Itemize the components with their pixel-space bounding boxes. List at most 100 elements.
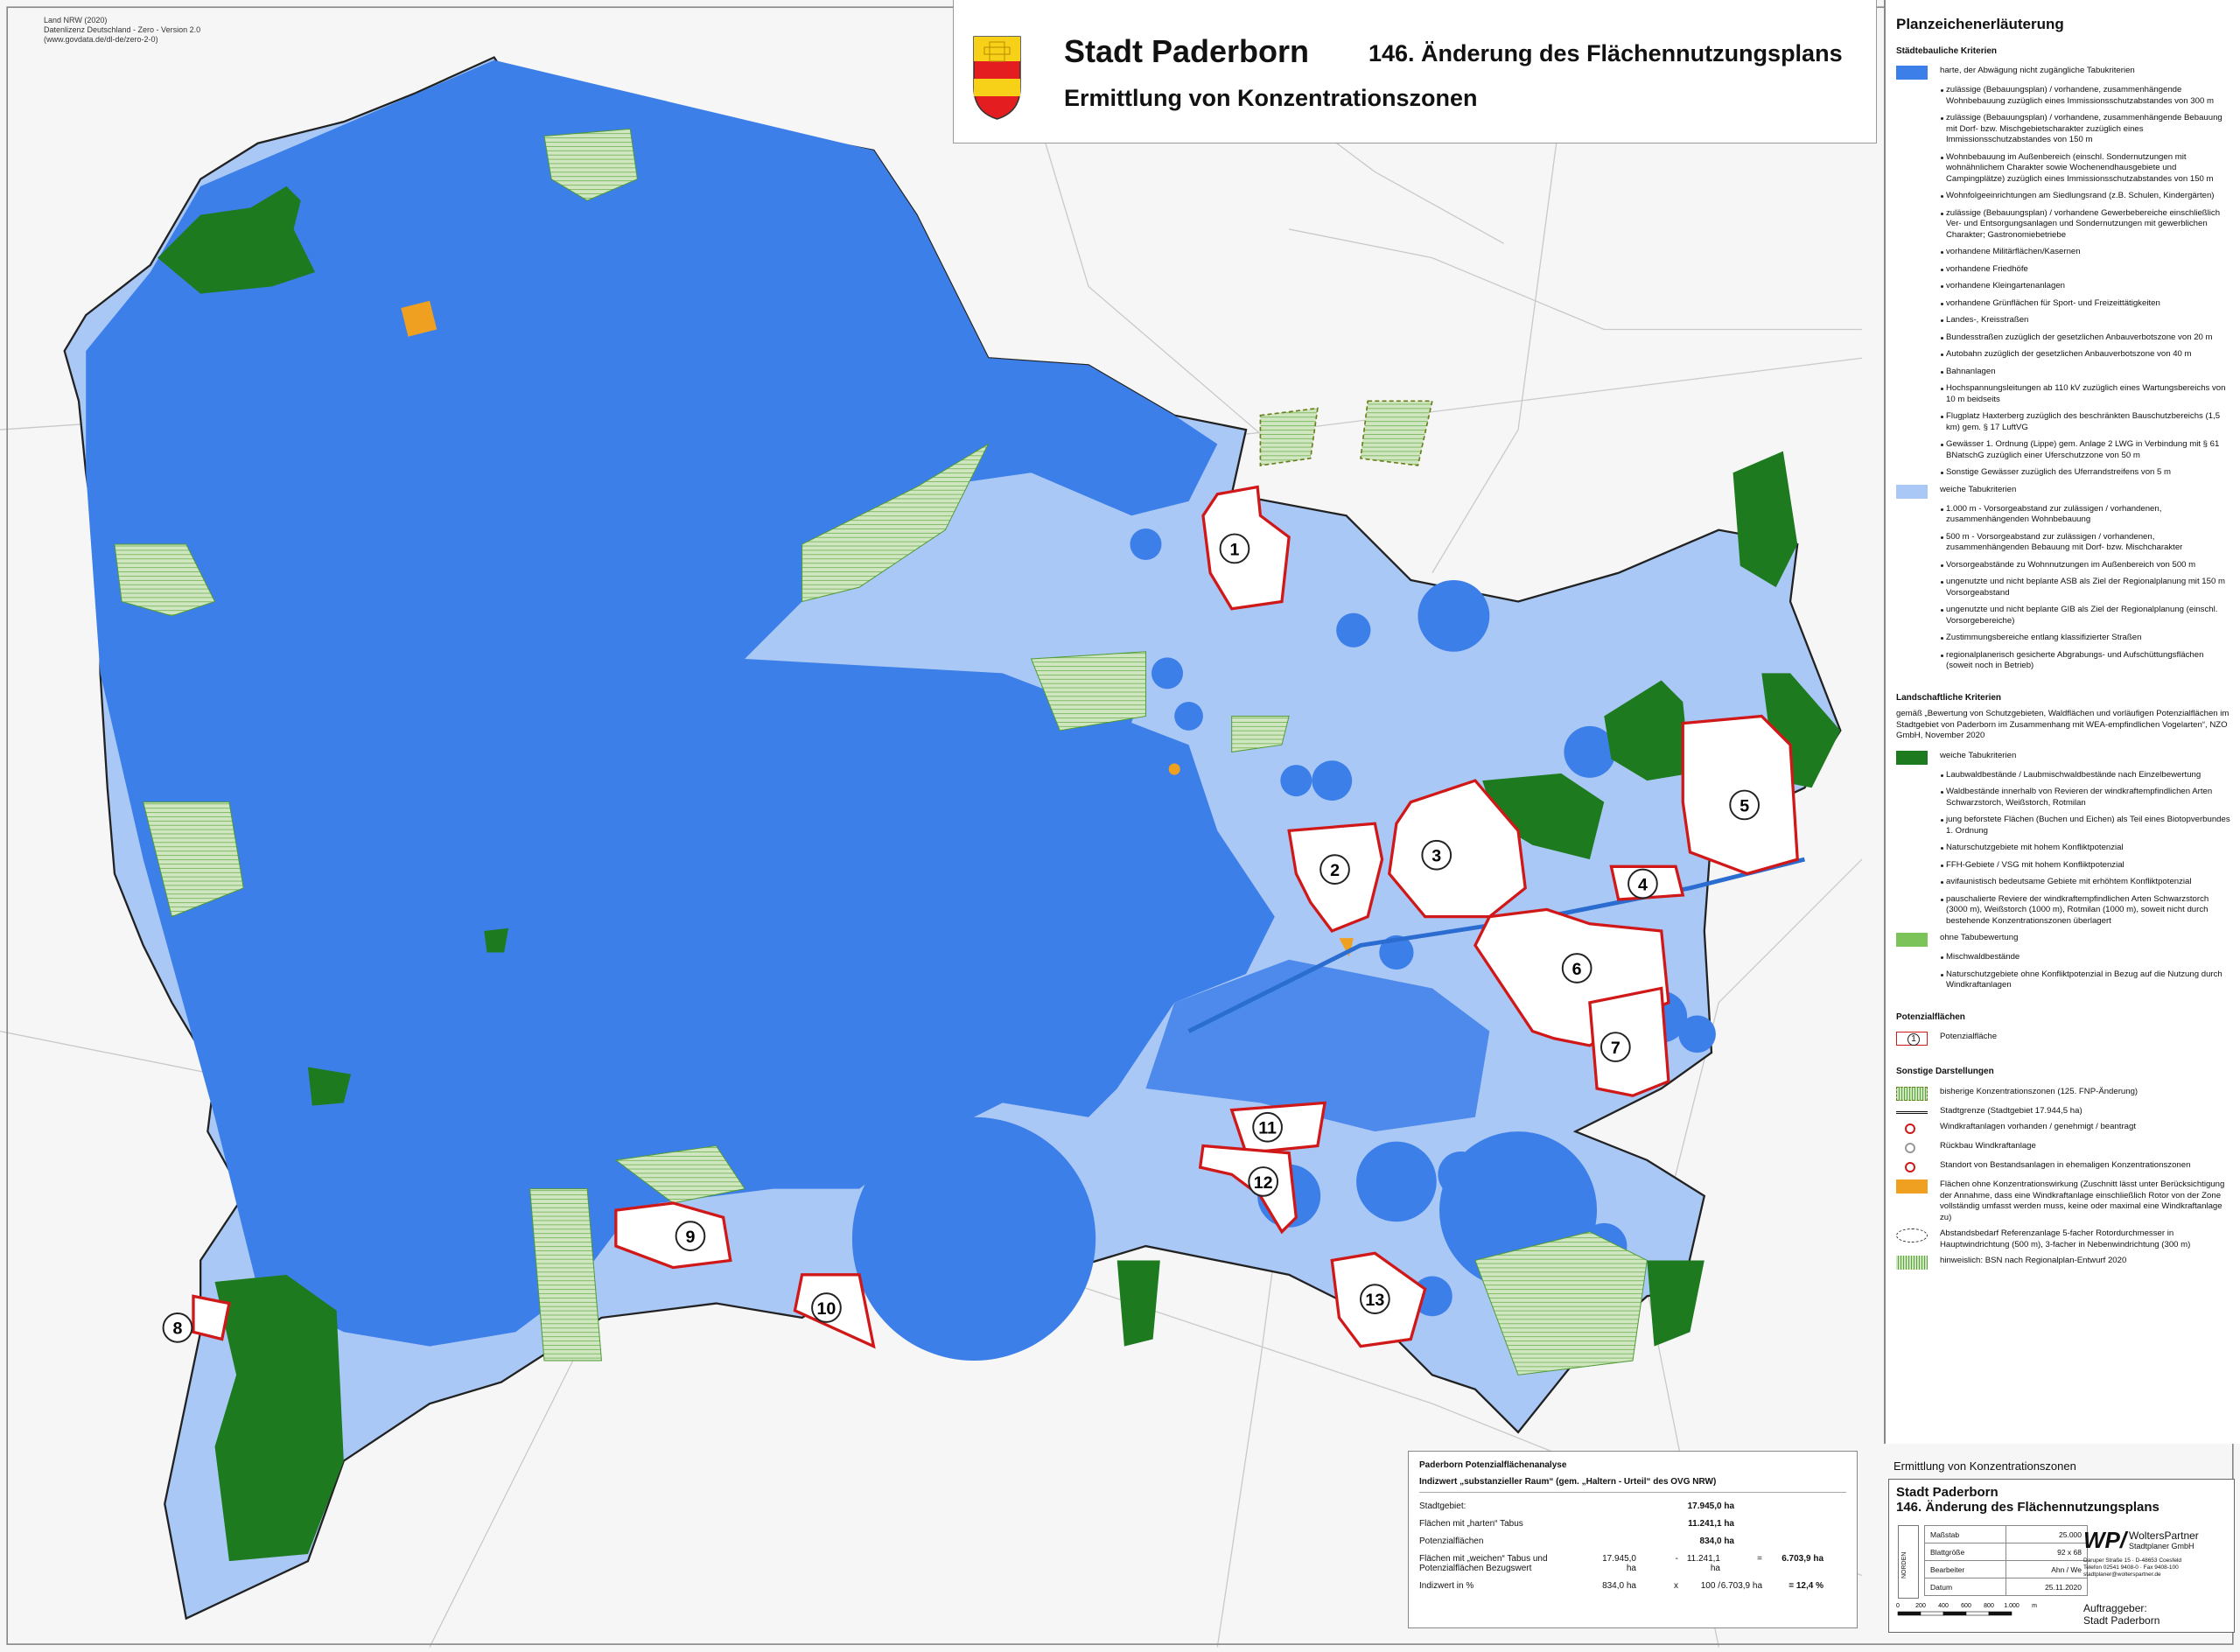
contractor-label: Auftraggeber: — [2083, 1602, 2147, 1614]
zone-label: 5 — [1740, 796, 1749, 816]
map-subtitle: Ermittlung von Konzentrationszonen — [1064, 85, 1478, 111]
analysis-row: Potenzialflächen 834,0 ha — [1419, 1536, 1846, 1546]
header: Stadt Paderborn 146. Änderung des Flächen… — [953, 0, 1877, 144]
plan-title: 146. Änderung des Flächennutzungsplans — [1368, 40, 1843, 66]
address-line: stadtplaner@wolterspartner.de — [2083, 1572, 2161, 1578]
bsn-hatch-area — [114, 128, 1648, 1376]
legend-label: harte, der Abwägung nicht zugängliche Ta… — [1940, 66, 2135, 75]
legend-item: Standort von Bestandsanlagen in ehemalig… — [1896, 1160, 2231, 1174]
legend-swatch — [1896, 66, 1928, 80]
firm: WP/WoltersPartner Stadtplaner GmbH Daruper… — [2083, 1527, 2232, 1578]
legend-swatch — [1896, 1141, 1928, 1155]
analysis-cell: x — [1674, 1581, 1678, 1591]
zone-label: 9 — [685, 1228, 695, 1247]
legend-title: Planzeichenerläuterung — [1896, 16, 2064, 32]
legend-item: Rückbau Windkraftanlage — [1896, 1141, 2231, 1155]
legend-label: Abstandsbedarf Referenzanlage 5-facher R… — [1940, 1228, 2191, 1250]
legend-label: weiche Tabukriterien — [1940, 484, 2017, 494]
meta-row: Maßstab 25.000 — [1924, 1525, 2088, 1544]
legend-bullet: Hochspannungsleitungen ab 110 kV zuzügli… — [1896, 383, 2231, 405]
legend-bullet: vorhandene Kleingartenanlagen — [1896, 281, 2231, 292]
meta-cell: Datum — [1924, 1578, 2006, 1596]
scale-segment — [1942, 1611, 1967, 1616]
analysis-subtitle: Indizwert „substanzieller Raum“ (gem. „H… — [1419, 1477, 1846, 1493]
analysis-cell: 834,0 ha — [1699, 1536, 1734, 1546]
legend-swatch — [1896, 1086, 1928, 1101]
legend-item: harte, der Abwägung nicht zugängliche Ta… — [1896, 66, 2231, 80]
legend-bullet: Bahnanlagen — [1896, 367, 2231, 378]
zone-label: 12 — [1254, 1173, 1273, 1193]
legend-bullet: ungenutzte und nicht beplante ASB als Zi… — [1896, 577, 2231, 598]
legend-bullet: Zustimmungsbereiche entlang klassifizier… — [1896, 633, 2231, 644]
legend-bullet: Wohnbebauung im Außenbereich (einschl. S… — [1896, 152, 2231, 186]
firm-address: Daruper Straße 15 · D-48653 Coesfeld Tele… — [2083, 1558, 2232, 1578]
analysis-cell: 100 / — [1700, 1581, 1720, 1591]
legend-bullet: Naturschutzgebiete ohne Konfliktpotenzia… — [1896, 970, 2231, 991]
legend-item: weiche Tabukriterien — [1896, 484, 2231, 499]
analysis-title: Paderborn Potenzialflächenanalyse — [1419, 1460, 1567, 1470]
legend-intro: gemäß „Bewertung von Schutzgebieten, Wal… — [1896, 709, 2230, 740]
client: Stadt Paderborn — [1896, 1485, 1998, 1500]
legend-item: Windkraftanlagen vorhanden / genehmigt /… — [1896, 1122, 2231, 1136]
legend-bullet: Naturschutzgebiete mit hohem Konfliktpot… — [1896, 843, 2231, 854]
legend-item: hinweislich: BSN nach Regionalplan-Entwu… — [1896, 1256, 2231, 1270]
forest-soft-taboo-area — [158, 186, 1841, 1562]
firm-name: WoltersPartner — [2129, 1530, 2199, 1542]
scale-segment — [1965, 1611, 1990, 1616]
scale-segment — [1920, 1611, 1944, 1616]
scale-label: 600 — [1961, 1603, 1971, 1609]
legend-bullet: vorhandene Friedhöfe — [1896, 264, 2231, 276]
analysis-table: Paderborn Potenzialflächenanalyse Indizwe… — [1408, 1451, 1858, 1628]
zone-marker — [1252, 1111, 1283, 1143]
contractor: Auftraggeber: Stadt Paderborn — [2083, 1602, 2160, 1627]
old-concentration-zones — [1259, 400, 1433, 466]
legend-item: 1 Potenzialfläche — [1896, 1032, 2231, 1046]
legend-bullet: pauschalierte Reviere der windkraftempfi… — [1896, 894, 2231, 928]
legend-swatch — [1896, 484, 1928, 499]
legend-bullet: regionalplanerisch gesicherte Abgrabungs… — [1896, 650, 2231, 672]
legend-swatch — [1896, 1180, 1928, 1194]
firm-logo: WP/ — [2083, 1527, 2127, 1553]
legend-heading: Städtebauliche Kriterien — [1896, 46, 1998, 56]
legend-bullet: Mischwaldbestände — [1896, 952, 2231, 963]
zone-marker — [811, 1292, 842, 1323]
legend-swatch — [1896, 1256, 1928, 1270]
legend-swatch: 1 — [1896, 1032, 1928, 1046]
legend-bullet: Landes-, Kreisstraßen — [1896, 315, 2231, 326]
address-line: Telefon 02541 9408-0 · Fax 9408-100 — [2083, 1564, 2179, 1571]
title-block: Stadt Paderborn 146. Änderung des Flächen… — [1888, 1479, 2235, 1633]
legend-item: Stadtgrenze (Stadtgebiet 17.944,5 ha) — [1896, 1106, 2231, 1117]
analysis-cell: Potenzialflächen — [1419, 1536, 1484, 1546]
hard-taboo-area — [86, 60, 1716, 1362]
legend-swatch — [1896, 1160, 1928, 1174]
scale-bar: 0 200 400 600 800 1.000 m — [1896, 1603, 2037, 1616]
analysis-row: Indizwert in % 834,0 ha x 100 /6.703,9 ha = … — [1419, 1581, 1846, 1591]
caption: Ermittlung von Konzentrationszonen — [1894, 1460, 2076, 1473]
legend-item: Abstandsbedarf Referenzanlage 5-facher R… — [1896, 1228, 2231, 1250]
legend-item: ohne Tabubewertung — [1896, 933, 2231, 947]
analysis-cell: 17.945,0 ha — [1602, 1554, 1636, 1573]
zone-marker — [1360, 1284, 1390, 1314]
legend-heading: Potenzialflächen — [1896, 1012, 1965, 1022]
zone-label: 10 — [817, 1299, 836, 1319]
credit-line: Land NRW (2020) — [44, 16, 108, 24]
legend-bullet: 1.000 m - Vorsorgeabstand zur zulässigen… — [1896, 504, 2231, 526]
scale-label: m — [2032, 1603, 2037, 1609]
meta-row: Blattgröße 92 x 68 — [1924, 1543, 2088, 1561]
scale-label: 200 — [1915, 1603, 1926, 1609]
legend-icon — [1905, 1143, 1915, 1153]
zone-marker — [1320, 854, 1350, 885]
zone-marker — [1600, 1032, 1631, 1062]
address-line: Daruper Straße 15 · D-48653 Coesfeld — [2083, 1558, 2182, 1564]
legend-label: Stadtgrenze (Stadtgebiet 17.944,5 ha) — [1940, 1105, 2082, 1116]
legend-label: Flächen ohne Konzentrationswirkung (Zusc… — [1940, 1180, 2225, 1222]
title-block-caption: Ermittlung von Konzentrationszonen — [1894, 1460, 2076, 1473]
zone-label: 2 — [1330, 861, 1340, 880]
analysis-cell: 6.703,9 ha — [1720, 1581, 1762, 1591]
legend-swatch — [1896, 750, 1928, 765]
meta-cell: 25.11.2020 — [2006, 1578, 2088, 1596]
analysis-cell: Flächen mit „weichen“ Tabus und Potenzia… — [1419, 1554, 1548, 1573]
legend-bullet: avifaunistisch bedeutsame Gebiete mit er… — [1896, 877, 2231, 888]
